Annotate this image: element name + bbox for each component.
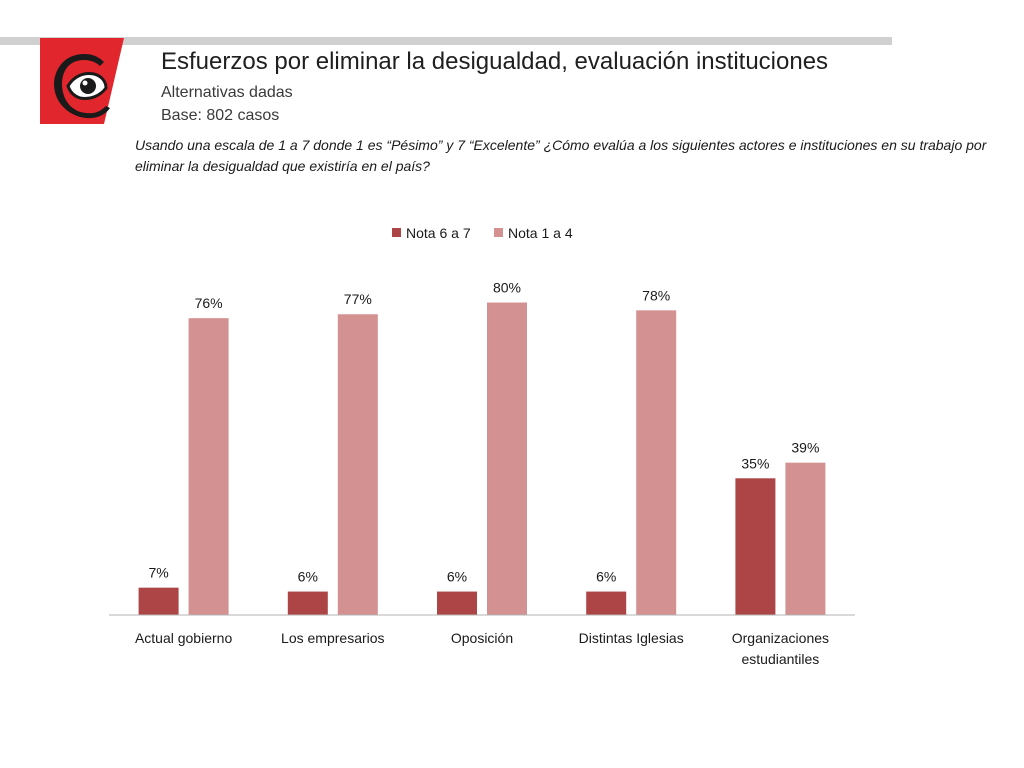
category-label: Los empresarios bbox=[281, 630, 385, 646]
bar bbox=[636, 310, 677, 615]
category-label: Organizaciones estudiantiles bbox=[732, 630, 829, 667]
data-label: 6% bbox=[596, 569, 616, 585]
data-label: 6% bbox=[298, 569, 318, 585]
survey-question: Usando una escala de 1 a 7 donde 1 es “P… bbox=[135, 137, 987, 174]
data-label: 76% bbox=[195, 295, 223, 311]
sample-base: Base: 802 casos bbox=[161, 107, 280, 124]
data-label: 6% bbox=[447, 569, 467, 585]
legend-swatch bbox=[392, 228, 401, 237]
page-title: Esfuerzos por eliminar la desigualdad, e… bbox=[161, 48, 829, 75]
data-label: 39% bbox=[791, 440, 819, 456]
bar bbox=[437, 591, 477, 615]
legend-label: Nota 6 a 7 bbox=[406, 225, 471, 241]
page-subtitle: Alternativas dadas bbox=[161, 84, 293, 101]
header-bar bbox=[0, 37, 892, 45]
legend-swatch bbox=[494, 228, 503, 237]
eye-logo-icon bbox=[40, 38, 124, 124]
bar bbox=[337, 314, 378, 615]
data-label: 80% bbox=[493, 280, 521, 296]
bar bbox=[586, 591, 627, 615]
bar bbox=[735, 478, 776, 615]
data-label: 78% bbox=[642, 287, 670, 303]
data-label: 35% bbox=[741, 455, 769, 471]
data-label: 77% bbox=[344, 291, 372, 307]
category-label: Oposición bbox=[451, 630, 513, 646]
category-label: Distintas Iglesias bbox=[579, 630, 684, 646]
bar bbox=[785, 462, 826, 615]
data-label: 7% bbox=[148, 565, 168, 581]
bar bbox=[487, 302, 527, 615]
bar bbox=[188, 318, 229, 615]
bar bbox=[287, 591, 328, 615]
legend-label: Nota 1 a 4 bbox=[508, 225, 573, 241]
bar bbox=[138, 587, 179, 615]
category-label: Actual gobierno bbox=[135, 630, 233, 646]
